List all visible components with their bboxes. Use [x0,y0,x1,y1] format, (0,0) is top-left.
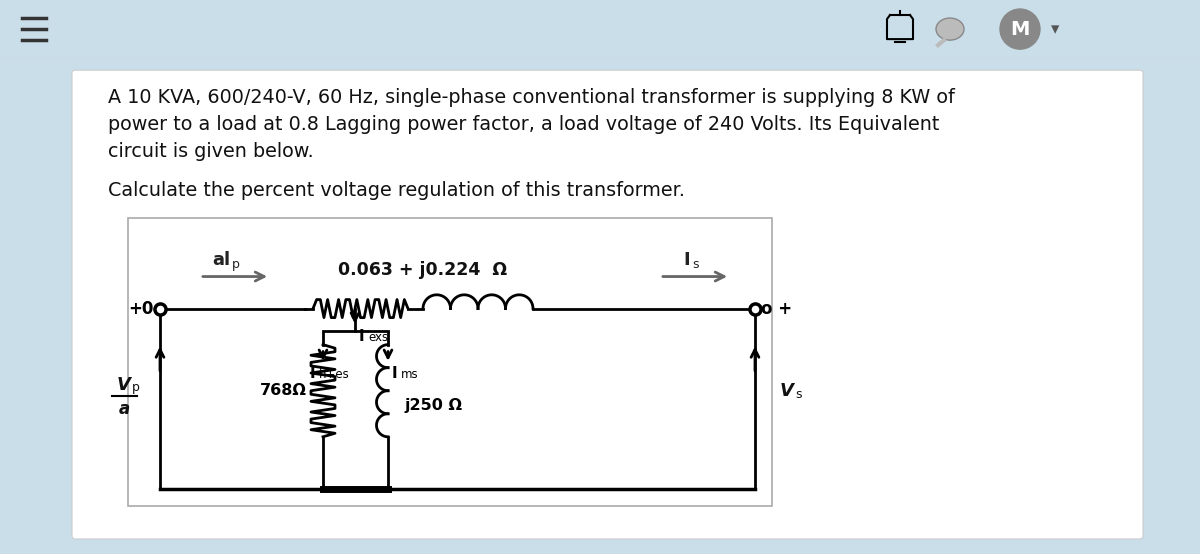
Bar [128,218,772,506]
Text: s: s [692,258,698,270]
Text: I: I [683,250,690,269]
Text: s: s [796,388,802,401]
Text: ▾: ▾ [1051,20,1060,38]
Text: I: I [359,329,365,343]
Text: 768Ω: 768Ω [260,383,307,398]
Text: Calculate the percent voltage regulation of this transformer.: Calculate the percent voltage regulation… [108,181,685,201]
Text: M: M [1010,19,1030,39]
Text: power to a load at 0.8 Lagging power factor, a load voltage of 240 Volts. Its Eq: power to a load at 0.8 Lagging power fac… [108,115,940,134]
Text: circuit is given below.: circuit is given below. [108,142,313,161]
Text: exs: exs [368,331,388,343]
Text: al: al [212,250,230,269]
Text: 0.063 + j0.224  Ω: 0.063 + j0.224 Ω [338,260,508,279]
Text: A 10 KVA, 600/240-V, 60 Hz, single-phase conventional transformer is supplying 8: A 10 KVA, 600/240-V, 60 Hz, single-phase… [108,88,955,107]
Text: +0: +0 [128,300,154,317]
Text: V: V [118,376,131,394]
Text: h+es: h+es [319,368,349,381]
Circle shape [1000,9,1040,49]
FancyBboxPatch shape [72,70,1142,539]
Text: p: p [232,258,240,270]
Ellipse shape [936,18,964,40]
Text: I: I [310,366,314,381]
Text: I: I [392,366,397,381]
Text: ms: ms [401,368,419,381]
Text: V: V [780,382,794,400]
Text: p: p [132,381,140,394]
Text: o +: o + [761,300,792,317]
Text: j250 Ω: j250 Ω [404,398,462,413]
Text: a: a [119,400,130,418]
